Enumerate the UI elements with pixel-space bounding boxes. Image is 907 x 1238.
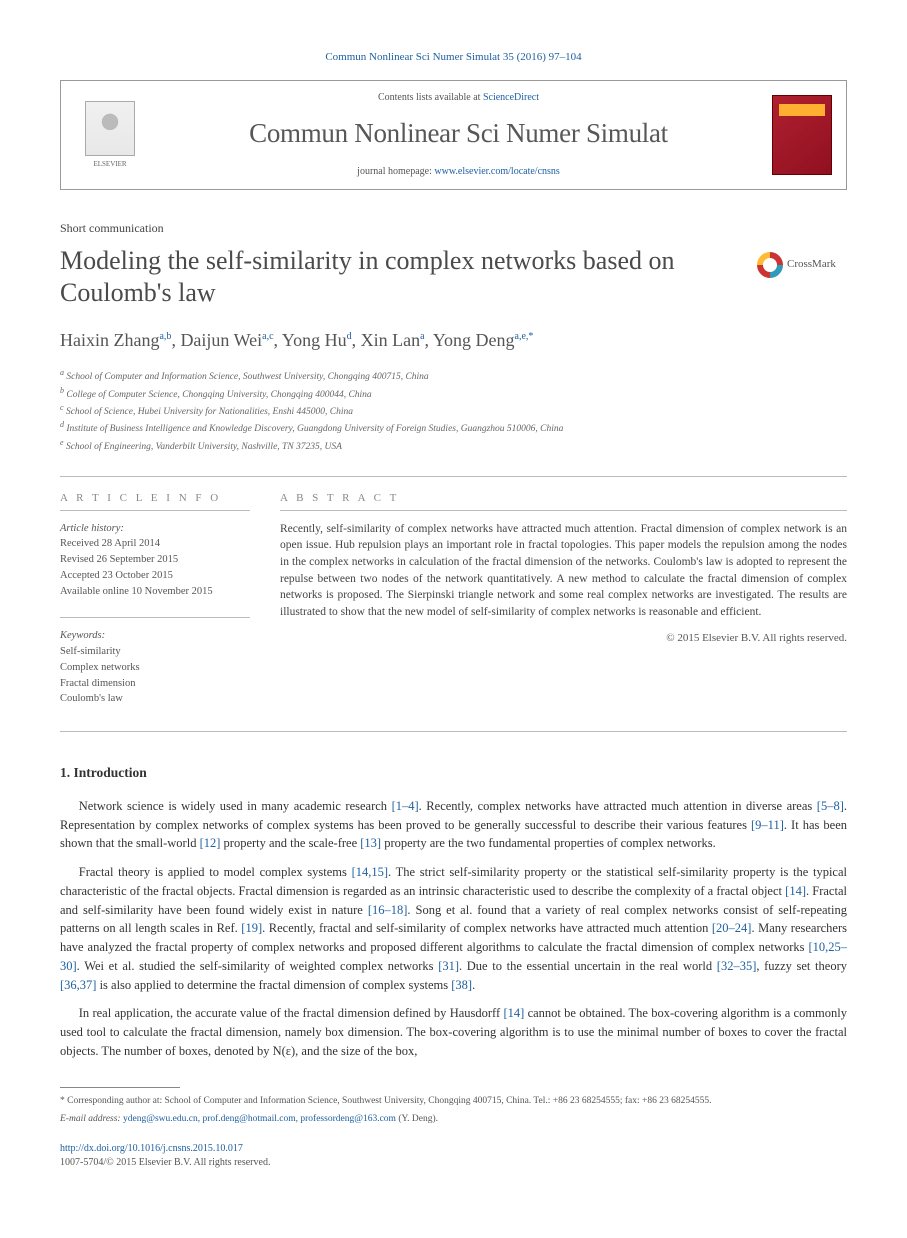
ref-link[interactable]: [36,37] bbox=[60, 978, 96, 992]
author: Yong Denga,e,* bbox=[433, 330, 534, 350]
crossmark-label: CrossMark bbox=[787, 257, 836, 272]
abstract-text: Recently, self-similarity of complex net… bbox=[280, 521, 847, 621]
affiliation: a School of Computer and Information Sci… bbox=[60, 367, 847, 384]
issn-copyright: 1007-5704/© 2015 Elsevier B.V. All right… bbox=[60, 1156, 847, 1170]
keyword: Self-similarity bbox=[60, 644, 250, 660]
author: Haixin Zhanga,b bbox=[60, 330, 171, 350]
top-citation: Commun Nonlinear Sci Numer Simulat 35 (2… bbox=[60, 50, 847, 65]
affiliation: b College of Computer Science, Chongqing… bbox=[60, 385, 847, 402]
info-heading: A R T I C L E I N F O bbox=[60, 491, 250, 506]
journal-name: Commun Nonlinear Sci Numer Simulat bbox=[145, 115, 772, 153]
rule bbox=[280, 510, 847, 511]
history-item: Revised 26 September 2015 bbox=[60, 552, 250, 568]
body-paragraph: Network science is widely used in many a… bbox=[60, 797, 847, 853]
ref-link[interactable]: [13] bbox=[360, 836, 381, 850]
history-item: Accepted 23 October 2015 bbox=[60, 568, 250, 584]
elsevier-tree-icon bbox=[85, 101, 135, 156]
affiliation: d Institute of Business Intelligence and… bbox=[60, 419, 847, 436]
section-heading: 1. Introduction bbox=[60, 764, 847, 783]
keyword: Fractal dimension bbox=[60, 676, 250, 692]
author: Xin Lana bbox=[361, 330, 425, 350]
ref-link[interactable]: [1–4] bbox=[392, 799, 419, 813]
contents-prefix: Contents lists available at bbox=[378, 92, 483, 103]
article-title: Modeling the self-similarity in complex … bbox=[60, 245, 737, 310]
ref-link[interactable]: [14] bbox=[785, 884, 806, 898]
ref-link[interactable]: [31] bbox=[438, 959, 459, 973]
elsevier-logo: ELSEVIER bbox=[75, 93, 145, 178]
rule bbox=[60, 617, 250, 618]
affiliation: c School of Science, Hubei University fo… bbox=[60, 402, 847, 419]
email-label: E-mail address: bbox=[60, 1114, 123, 1124]
ref-link[interactable]: [38] bbox=[451, 978, 472, 992]
keyword: Coulomb's law bbox=[60, 691, 250, 707]
affiliation-list: a School of Computer and Information Sci… bbox=[60, 367, 847, 454]
ref-link[interactable]: [14,15] bbox=[352, 865, 388, 879]
crossmark-badge[interactable]: CrossMark bbox=[757, 251, 847, 279]
article-type: Short communication bbox=[60, 220, 847, 237]
publisher-label: ELSEVIER bbox=[93, 160, 126, 170]
ref-link[interactable]: [14] bbox=[503, 1006, 524, 1020]
crossmark-icon bbox=[752, 247, 789, 284]
contents-line: Contents lists available at ScienceDirec… bbox=[145, 91, 772, 105]
rule bbox=[60, 731, 847, 732]
ref-link[interactable]: [12] bbox=[200, 836, 221, 850]
body-paragraph: In real application, the accurate value … bbox=[60, 1004, 847, 1060]
ref-link[interactable]: [9–11] bbox=[751, 818, 784, 832]
email-footnote: E-mail address: ydeng@swu.edu.cn, prof.d… bbox=[60, 1112, 847, 1126]
ref-link[interactable]: [16–18] bbox=[368, 903, 408, 917]
doi-link[interactable]: http://dx.doi.org/10.1016/j.cnsns.2015.1… bbox=[60, 1142, 847, 1156]
email-link[interactable]: professordeng@163.com bbox=[300, 1114, 396, 1124]
sciencedirect-link[interactable]: ScienceDirect bbox=[483, 92, 539, 103]
email-link[interactable]: ydeng@swu.edu.cn bbox=[123, 1114, 198, 1124]
history-item: Received 28 April 2014 bbox=[60, 536, 250, 552]
body-paragraph: Fractal theory is applied to model compl… bbox=[60, 863, 847, 994]
history-label: Article history: bbox=[60, 521, 250, 537]
ref-link[interactable]: [5–8] bbox=[817, 799, 844, 813]
footnote-rule bbox=[60, 1087, 180, 1088]
homepage-prefix: journal homepage: bbox=[357, 166, 434, 177]
email-link[interactable]: prof.deng@hotmail.com bbox=[202, 1114, 295, 1124]
ref-link[interactable]: [19] bbox=[241, 921, 262, 935]
affiliation: e School of Engineering, Vanderbilt Univ… bbox=[60, 437, 847, 454]
author: Yong Hud bbox=[282, 330, 352, 350]
homepage-link[interactable]: www.elsevier.com/locate/cnsns bbox=[434, 166, 559, 177]
copyright: © 2015 Elsevier B.V. All rights reserved… bbox=[280, 631, 847, 646]
corresponding-author-note: * Corresponding author at: School of Com… bbox=[60, 1094, 847, 1108]
journal-cover bbox=[772, 95, 832, 175]
author-list: Haixin Zhanga,b, Daijun Weia,c, Yong Hud… bbox=[60, 328, 847, 353]
journal-header: ELSEVIER Contents lists available at Sci… bbox=[60, 80, 847, 190]
author: Daijun Weia,c bbox=[180, 330, 273, 350]
keyword: Complex networks bbox=[60, 660, 250, 676]
homepage-line: journal homepage: www.elsevier.com/locat… bbox=[145, 165, 772, 179]
rule bbox=[60, 476, 847, 477]
ref-link[interactable]: [32–35] bbox=[717, 959, 757, 973]
keywords-block: Keywords: Self-similarity Complex networ… bbox=[60, 628, 250, 707]
history-item: Available online 10 November 2015 bbox=[60, 584, 250, 600]
keywords-label: Keywords: bbox=[60, 628, 250, 644]
rule bbox=[60, 510, 250, 511]
ref-link[interactable]: [20–24] bbox=[712, 921, 752, 935]
abstract-heading: A B S T R A C T bbox=[280, 491, 847, 506]
article-history: Article history: Received 28 April 2014 … bbox=[60, 521, 250, 600]
doi-block: http://dx.doi.org/10.1016/j.cnsns.2015.1… bbox=[60, 1142, 847, 1170]
